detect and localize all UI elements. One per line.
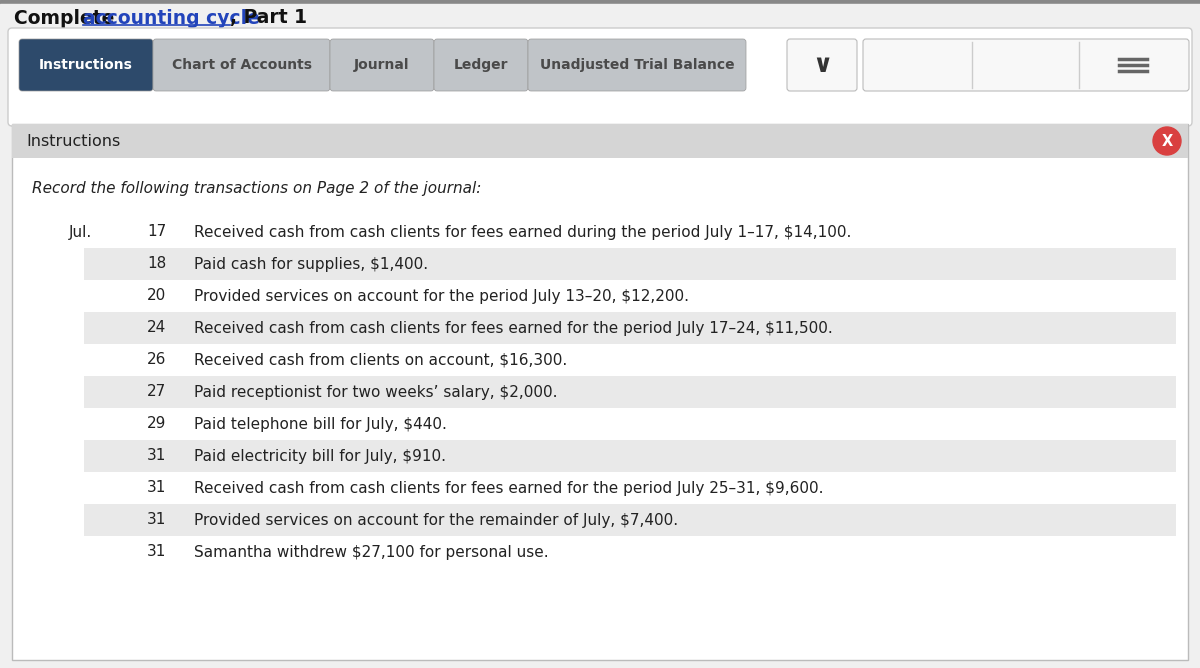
FancyBboxPatch shape — [154, 39, 330, 91]
Text: Received cash from cash clients for fees earned for the period July 25–31, $9,60: Received cash from cash clients for fees… — [194, 480, 823, 496]
Text: ∨: ∨ — [812, 53, 832, 77]
Text: Record the following transactions on Page 2 of the journal:: Record the following transactions on Pag… — [32, 180, 481, 196]
Text: Provided services on account for the period July 13–20, $12,200.: Provided services on account for the per… — [194, 289, 689, 303]
Text: 31: 31 — [148, 512, 167, 528]
Bar — [84, 248, 1176, 280]
Text: , Part 1: , Part 1 — [230, 9, 307, 27]
Text: 26: 26 — [148, 353, 167, 367]
Text: Chart of Accounts: Chart of Accounts — [172, 58, 312, 72]
FancyBboxPatch shape — [330, 39, 434, 91]
Text: X: X — [1162, 134, 1172, 148]
Text: 27: 27 — [148, 385, 167, 399]
FancyBboxPatch shape — [863, 39, 1189, 91]
Text: 29: 29 — [148, 417, 167, 432]
Bar — [12, 124, 1188, 158]
FancyBboxPatch shape — [787, 39, 857, 91]
Text: Received cash from cash clients for fees earned for the period July 17–24, $11,5: Received cash from cash clients for fees… — [194, 321, 833, 335]
FancyBboxPatch shape — [434, 39, 528, 91]
Bar — [84, 440, 1176, 472]
Text: Paid telephone bill for July, $440.: Paid telephone bill for July, $440. — [194, 417, 446, 432]
Text: Instructions: Instructions — [40, 58, 133, 72]
Text: Journal: Journal — [354, 58, 409, 72]
Bar — [84, 504, 1176, 536]
Bar — [12, 124, 1188, 660]
Bar — [84, 312, 1176, 344]
Text: 17: 17 — [148, 224, 167, 240]
FancyBboxPatch shape — [8, 28, 1192, 126]
Bar — [84, 376, 1176, 408]
Text: 18: 18 — [148, 257, 167, 271]
Text: 24: 24 — [148, 321, 167, 335]
Text: 20: 20 — [148, 289, 167, 303]
Text: 31: 31 — [148, 544, 167, 560]
FancyBboxPatch shape — [528, 39, 746, 91]
Circle shape — [1153, 127, 1181, 155]
FancyBboxPatch shape — [19, 39, 154, 91]
Text: Provided services on account for the remainder of July, $7,400.: Provided services on account for the rem… — [194, 512, 678, 528]
Text: Paid electricity bill for July, $910.: Paid electricity bill for July, $910. — [194, 448, 446, 464]
Text: Received cash from cash clients for fees earned during the period July 1–17, $14: Received cash from cash clients for fees… — [194, 224, 851, 240]
Text: 31: 31 — [148, 480, 167, 496]
Text: Received cash from clients on account, $16,300.: Received cash from clients on account, $… — [194, 353, 568, 367]
Text: Samantha withdrew $27,100 for personal use.: Samantha withdrew $27,100 for personal u… — [194, 544, 548, 560]
Bar — [0, 0, 1200, 4]
Text: Instructions: Instructions — [26, 134, 120, 148]
Text: Paid cash for supplies, $1,400.: Paid cash for supplies, $1,400. — [194, 257, 428, 271]
Text: 31: 31 — [148, 448, 167, 464]
Text: Jul.: Jul. — [68, 224, 91, 240]
Text: Paid receptionist for two weeks’ salary, $2,000.: Paid receptionist for two weeks’ salary,… — [194, 385, 558, 399]
Text: Unadjusted Trial Balance: Unadjusted Trial Balance — [540, 58, 734, 72]
Text: accounting cycle: accounting cycle — [83, 9, 260, 27]
Text: Complete: Complete — [14, 9, 121, 27]
Text: Ledger: Ledger — [454, 58, 509, 72]
Bar — [0, 4, 1200, 32]
